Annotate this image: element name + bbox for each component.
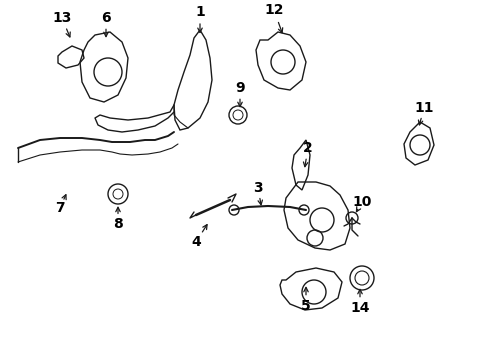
Text: 12: 12 [264,3,284,17]
Text: 14: 14 [350,301,370,315]
Text: 9: 9 [235,81,245,95]
Text: 6: 6 [101,11,111,25]
Text: 4: 4 [191,235,201,249]
Text: 7: 7 [55,201,65,215]
Text: 1: 1 [195,5,205,19]
Text: 8: 8 [113,217,123,231]
Text: 3: 3 [253,181,263,195]
Text: 10: 10 [352,195,372,209]
Text: 11: 11 [414,101,434,115]
Text: 13: 13 [52,11,72,25]
Text: 2: 2 [303,141,313,155]
Text: 5: 5 [301,299,311,313]
